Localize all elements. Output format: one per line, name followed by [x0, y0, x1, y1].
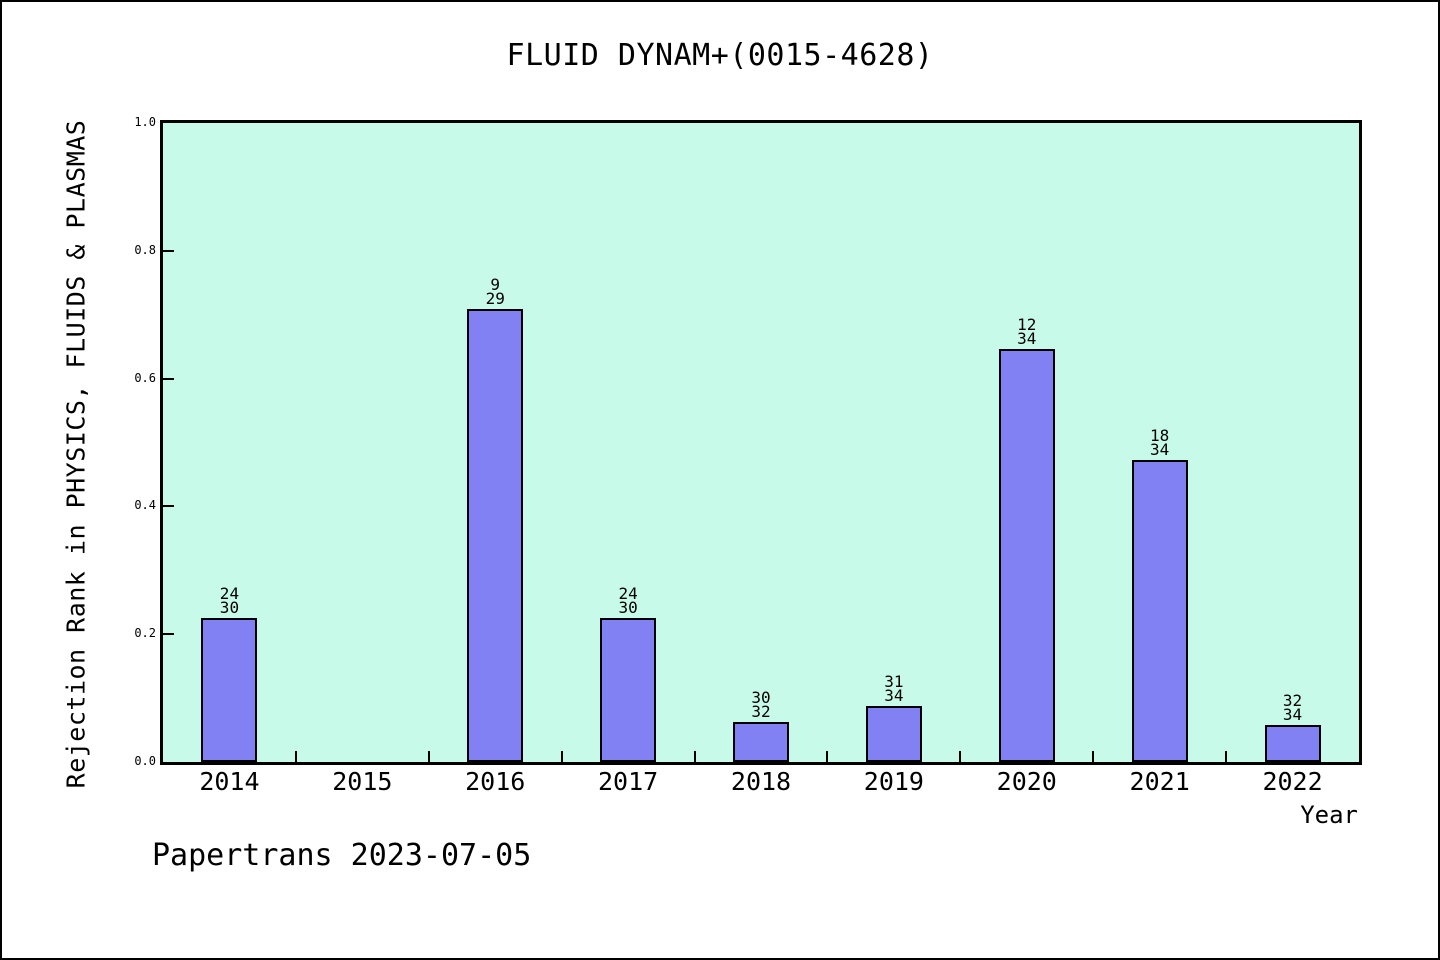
- y-axis-tick: [163, 377, 174, 380]
- x-axis-tick: [959, 751, 962, 762]
- x-tick-label-2022: 2022: [1262, 767, 1323, 796]
- x-tick-label-2020: 2020: [996, 767, 1057, 796]
- x-axis-tick: [560, 751, 563, 762]
- bar-value-line: 34: [1017, 329, 1037, 348]
- x-axis-label: Year: [1300, 801, 1358, 829]
- bar-value-label-2017: 24 30: [618, 584, 638, 617]
- bar-value-line: 24: [219, 584, 240, 603]
- bar-2022: [1264, 725, 1321, 762]
- bar-2014: [201, 618, 258, 762]
- x-tick-label-2015: 2015: [332, 767, 393, 796]
- y-axis-tick: [163, 249, 174, 252]
- y-tick-label-0.4: 0.4: [134, 498, 156, 513]
- y-tick-label-0.2: 0.2: [134, 626, 156, 641]
- bar-value-line: 31: [884, 672, 904, 691]
- bar-value-line: 30: [219, 598, 240, 617]
- bar-2016: [467, 309, 524, 762]
- footer-caption: Papertrans 2023-07-05: [152, 838, 532, 873]
- y-tick-label-0.0: 0.0: [134, 754, 156, 768]
- x-tick-label-2019: 2019: [863, 767, 924, 796]
- x-axis-tick: [1225, 751, 1228, 762]
- bar-value-line: 18: [1150, 426, 1170, 445]
- y-tick-label-0.6: 0.6: [134, 370, 156, 385]
- chart-title: FLUID DYNAM+(0015-4628): [506, 38, 934, 73]
- x-axis-tick: [1092, 751, 1095, 762]
- bar-2019: [865, 706, 922, 762]
- bar-value-label-2020: 12 34: [1017, 315, 1037, 348]
- bar-2018: [733, 722, 789, 762]
- bar-2017: [600, 618, 657, 762]
- y-axis-label: Rejection Rank in PHYSICS, FLUIDS & PLAS…: [61, 119, 91, 789]
- bar-value-label-2021: 18 34: [1150, 426, 1170, 459]
- bar-value-line: 24: [618, 584, 638, 603]
- bar-value-label-2019: 31 34: [884, 672, 904, 705]
- x-tick-label-2016: 2016: [465, 767, 526, 796]
- x-tick-label-2017: 2017: [598, 767, 659, 796]
- bar-value-line: 30: [751, 688, 771, 707]
- bar-value-line: 34: [884, 686, 904, 705]
- bar-value-line: 29: [485, 289, 505, 308]
- x-tick-label-2021: 2021: [1129, 767, 1190, 796]
- bar-value-line: 34: [1282, 705, 1303, 724]
- bar-value-line: 12: [1017, 315, 1037, 334]
- x-axis-tick: [826, 751, 829, 762]
- y-tick-label-0.8: 0.8: [134, 242, 156, 257]
- x-axis-tick: [693, 751, 696, 762]
- bar-value-line: 32: [751, 702, 771, 721]
- bar-value-line: 34: [1150, 440, 1170, 459]
- bar-value-label-2018: 30 32: [751, 688, 771, 721]
- x-tick-label-2018: 2018: [730, 767, 792, 796]
- bar-value-line: 32: [1282, 691, 1303, 710]
- bar-2021: [1131, 460, 1188, 762]
- bar-value-label-2014: 24 30: [219, 584, 240, 617]
- bar-2020: [998, 349, 1055, 762]
- bar-value-line: 30: [618, 598, 638, 617]
- bar-value-line: 9: [490, 275, 501, 294]
- y-axis-tick: [163, 505, 174, 508]
- bar-value-label-2016: 9 29: [485, 275, 505, 308]
- plot-area: 24 30 9 29 24 30 30 32 31 34 12 34 18 34 32 34: [160, 120, 1362, 765]
- bar-value-label-2022: 32 34: [1282, 691, 1303, 724]
- y-axis-tick: [163, 633, 174, 636]
- x-axis-tick: [294, 751, 297, 762]
- x-axis-tick: [427, 751, 430, 762]
- y-tick-label-1.0: 1.0: [134, 115, 156, 129]
- x-tick-label-2014: 2014: [199, 767, 260, 796]
